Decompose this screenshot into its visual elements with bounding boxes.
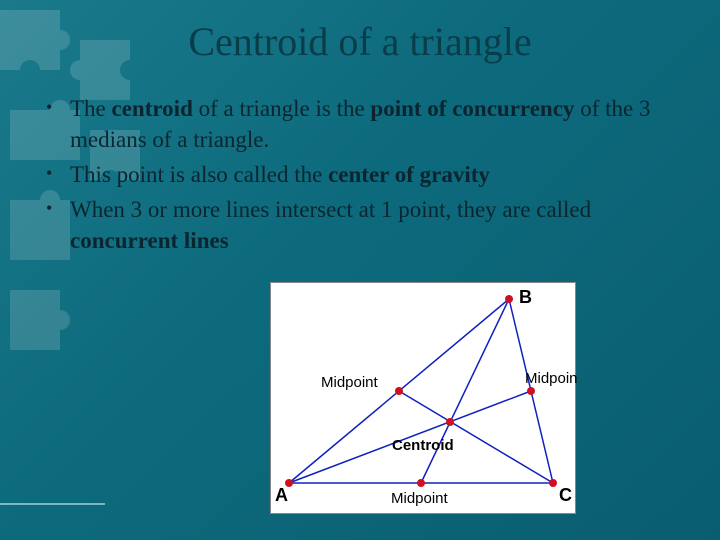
bullet-item: When 3 or more lines intersect at 1 poin…	[42, 194, 678, 256]
svg-text:B: B	[519, 287, 532, 307]
svg-text:A: A	[275, 485, 288, 505]
svg-text:Midpoint: Midpoint	[321, 374, 379, 391]
slide-body: The centroid of a triangle is the point …	[0, 65, 720, 256]
svg-text:C: C	[559, 485, 572, 505]
svg-text:Centroid: Centroid	[392, 437, 454, 454]
bullet-list: The centroid of a triangle is the point …	[42, 93, 678, 256]
svg-text:Midpoint: Midpoint	[391, 490, 449, 507]
bullet-item: This point is also called the center of …	[42, 159, 678, 190]
svg-text:Midpoint: Midpoint	[525, 370, 577, 387]
centroid-diagram: A B C Midpoint Midpoint Midpoint Centroid	[270, 282, 576, 514]
footer-accent-line	[0, 503, 105, 505]
bullet-item: The centroid of a triangle is the point …	[42, 93, 678, 155]
slide-title: Centroid of a triangle	[0, 0, 720, 65]
